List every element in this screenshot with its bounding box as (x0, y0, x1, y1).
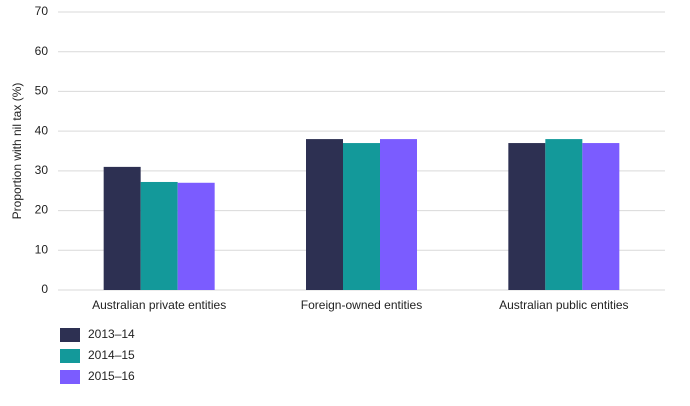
bar (582, 143, 620, 290)
y-tick-label: 30 (35, 163, 49, 177)
y-tick-label: 20 (35, 203, 49, 217)
x-tick-label: Foreign-owned entities (301, 298, 422, 312)
bar (343, 143, 380, 290)
bar (103, 166, 141, 290)
x-tick-label: Australian public entities (499, 298, 628, 312)
legend-label: 2013–14 (88, 327, 135, 341)
legend-swatch (60, 349, 80, 363)
y-tick-label: 50 (35, 84, 49, 98)
y-tick-label: 0 (41, 282, 48, 296)
y-tick-label: 40 (35, 123, 49, 137)
legend-label: 2015–16 (88, 369, 135, 383)
legend-swatch (60, 328, 80, 342)
x-tick-label: Australian private entities (92, 298, 226, 312)
y-tick-label: 10 (35, 242, 49, 256)
bar (545, 139, 583, 290)
y-axis-label: Proportion with nil tax (%) (10, 83, 24, 220)
bar (508, 143, 546, 290)
bar (140, 181, 178, 290)
y-tick-label: 70 (35, 4, 49, 18)
y-tick-label: 60 (35, 44, 49, 58)
bar (380, 139, 417, 290)
bar (306, 139, 343, 290)
legend-swatch (60, 370, 80, 384)
legend-label: 2014–15 (88, 348, 135, 362)
bar (177, 182, 215, 290)
